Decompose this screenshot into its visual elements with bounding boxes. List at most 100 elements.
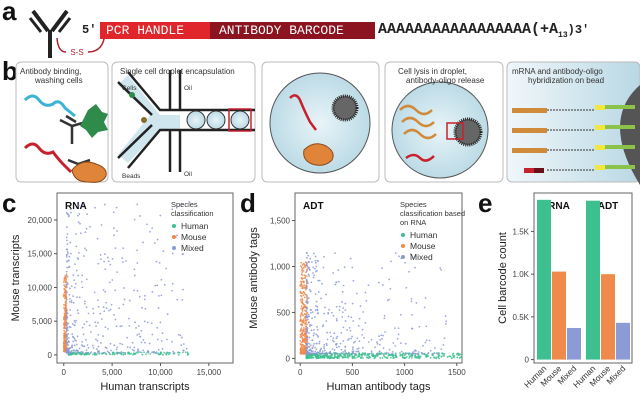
data-point-mixed bbox=[417, 352, 419, 355]
data-point-mixed bbox=[68, 347, 70, 349]
data-point-mixed bbox=[414, 255, 417, 258]
data-point-human bbox=[399, 354, 402, 357]
data-point-human bbox=[350, 353, 353, 356]
data-point-human bbox=[433, 356, 435, 359]
data-point-human bbox=[392, 357, 395, 359]
data-point-human bbox=[91, 353, 94, 356]
data-point-mixed bbox=[321, 350, 324, 353]
data-point-mixed bbox=[377, 281, 380, 284]
data-point-mixed bbox=[75, 245, 78, 248]
data-point-mouse bbox=[63, 306, 65, 309]
data-point-mixed bbox=[131, 341, 134, 344]
data-point-mixed bbox=[65, 270, 68, 273]
data-point-human bbox=[322, 355, 325, 357]
data-point-mixed bbox=[133, 268, 136, 271]
y-tick-label: 1.5K bbox=[513, 227, 530, 236]
data-point-human bbox=[425, 353, 427, 356]
data-point-mixed bbox=[350, 316, 353, 319]
data-point-mixed bbox=[309, 257, 312, 260]
group-title: RNA bbox=[548, 201, 570, 212]
data-point-mixed bbox=[69, 297, 71, 300]
y-tick-label: 0 bbox=[48, 351, 53, 360]
chart-title: ADT bbox=[303, 201, 324, 212]
data-point-mixed bbox=[180, 205, 183, 208]
data-point-mixed bbox=[98, 350, 101, 353]
data-point-mixed bbox=[74, 321, 77, 324]
data-point-mouse bbox=[303, 348, 306, 351]
data-point-mixed bbox=[172, 350, 175, 353]
pcr-handle-segment bbox=[100, 22, 210, 39]
data-point-mixed bbox=[337, 269, 340, 272]
data-point-human bbox=[446, 356, 449, 358]
data-point-mixed bbox=[341, 300, 343, 303]
data-point-mixed bbox=[114, 318, 117, 321]
data-point-mixed bbox=[151, 333, 154, 336]
panel-label-a: a bbox=[2, 0, 17, 26]
data-point-mixed bbox=[352, 279, 355, 282]
data-point-mixed bbox=[313, 352, 316, 355]
bead-surface bbox=[620, 85, 640, 185]
data-point-mixed bbox=[383, 317, 386, 320]
data-point-mixed bbox=[112, 227, 115, 230]
data-point-mixed bbox=[311, 317, 313, 320]
data-point-human bbox=[361, 357, 364, 359]
legend-marker-mixed bbox=[401, 255, 405, 259]
step4-line1: Cell lysis in droplet, bbox=[398, 67, 467, 76]
data-point-mouse bbox=[63, 340, 66, 343]
data-point-human bbox=[305, 357, 308, 360]
plot-frame bbox=[294, 192, 463, 364]
data-point-human bbox=[324, 354, 327, 357]
data-point-human bbox=[371, 354, 374, 357]
data-point-mixed bbox=[306, 327, 309, 329]
data-point-mixed bbox=[314, 346, 316, 349]
data-point-mixed bbox=[68, 300, 71, 303]
data-point-mixed bbox=[335, 281, 338, 284]
data-point-mixed bbox=[309, 352, 311, 355]
data-point-mixed bbox=[308, 275, 311, 277]
data-point-mixed bbox=[305, 329, 308, 332]
data-point-mixed bbox=[305, 294, 308, 296]
data-point-mixed bbox=[311, 352, 314, 355]
data-point-mixed bbox=[171, 340, 173, 343]
data-point-mixed bbox=[153, 351, 156, 353]
data-point-mixed bbox=[314, 309, 317, 311]
data-point-mixed bbox=[165, 267, 168, 270]
data-point-human bbox=[186, 351, 189, 354]
data-point-mixed bbox=[113, 234, 115, 237]
data-point-human bbox=[435, 357, 437, 360]
data-point-mixed bbox=[317, 279, 320, 282]
data-point-mixed bbox=[154, 351, 157, 354]
data-point-mixed bbox=[307, 260, 310, 263]
data-point-mouse bbox=[302, 340, 304, 343]
data-point-mixed bbox=[323, 345, 325, 348]
data-point-mixed bbox=[72, 301, 75, 304]
data-point-mixed bbox=[171, 289, 174, 292]
data-point-mixed bbox=[352, 320, 355, 322]
data-point-mixed bbox=[314, 293, 317, 295]
data-point-mixed bbox=[404, 261, 406, 264]
data-point-mixed bbox=[431, 352, 434, 355]
data-point-mixed bbox=[319, 348, 322, 351]
data-point-mixed bbox=[322, 352, 325, 355]
data-point-mixed bbox=[305, 314, 308, 317]
data-point-mixed bbox=[367, 341, 370, 343]
data-point-mixed bbox=[102, 306, 105, 309]
data-point-human bbox=[67, 353, 70, 356]
data-point-mixed bbox=[182, 288, 184, 291]
y-tick-label: 0 bbox=[286, 354, 291, 363]
data-point-mixed bbox=[305, 316, 308, 319]
data-point-mixed bbox=[86, 213, 88, 216]
data-point-human bbox=[448, 355, 451, 358]
data-point-mouse bbox=[303, 312, 306, 315]
data-point-mixed bbox=[307, 332, 310, 334]
data-point-mixed bbox=[357, 347, 360, 350]
data-point-mixed bbox=[318, 350, 321, 353]
data-point-mouse bbox=[300, 313, 303, 316]
data-point-mixed bbox=[67, 322, 70, 325]
data-point-mixed bbox=[104, 326, 107, 329]
data-point-mixed bbox=[121, 261, 124, 264]
data-point-mixed bbox=[305, 252, 308, 254]
data-point-mixed bbox=[434, 347, 436, 349]
data-point-mixed bbox=[417, 351, 420, 353]
data-point-mixed bbox=[136, 350, 139, 352]
